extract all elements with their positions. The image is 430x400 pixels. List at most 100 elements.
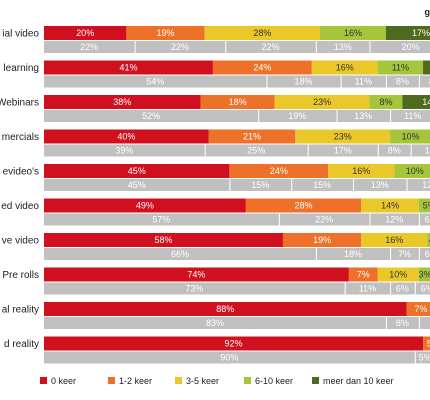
bar-segment [126,26,205,40]
segment-divider [390,248,392,260]
category-label: ial video [2,29,39,40]
segment-divider [258,110,260,122]
reference-bar-segment [369,41,430,53]
bar-segment [204,26,321,40]
segment-label: 28% [295,201,313,211]
reference-bar-segment [225,41,316,53]
legend-label: meer dan 10 keer [323,376,394,386]
bar-segment [427,233,430,247]
bar-segment [377,60,424,75]
segment-divider [418,248,420,260]
segment-divider [390,282,392,295]
segment-label: 7% [357,270,370,280]
legend-swatch [312,377,319,384]
reference-bar-segment [414,282,430,295]
segment-label: 14% [381,201,399,211]
reference-bar-segment [204,144,308,157]
legend-label: 0 keer [51,376,76,386]
reference-bar-segment [418,213,430,226]
segment-divider [385,75,387,88]
segment-label: 92% [225,339,243,349]
segment-divider [418,75,420,88]
segment-label: 16% [352,166,370,176]
segment-divider [134,41,136,53]
reference-segment-label: 57% [152,215,170,225]
reference-bar-segment [390,282,415,295]
reference-segment-label: 8% [396,77,409,87]
bar-segment [406,302,430,316]
segment-label: 20% [76,28,94,38]
segment-label: 38% [113,97,131,107]
bar-segment [44,95,201,109]
reference-bar-segment [336,110,391,122]
bar-segment [390,129,430,144]
segment-label: 11% [392,63,409,73]
reference-bar-segment [340,75,386,88]
reference-segment-label: 15% [251,180,269,190]
bar-segment [320,26,386,40]
legend-swatch [244,377,251,384]
segment-divider [353,179,354,191]
reference-segment-label: 22% [315,215,333,225]
category-label: Pre rolls [2,270,39,281]
reference-bar-segment [369,213,419,226]
segment-divider [336,110,338,122]
segment-divider [204,144,206,157]
reference-segment-label: 6% [396,284,409,294]
reference-segment-label: 8% [396,318,409,328]
segment-divider [340,75,342,88]
chart-row: evideo's45%45%24%15%16%15%10%13%5%12% [3,164,430,191]
segment-label: 5% [427,339,430,349]
bar-segment [44,198,246,213]
segment-divider [307,144,309,157]
reference-bar-segment [414,351,430,364]
reference-segment-label: 39% [115,146,133,156]
segment-label: 10% [402,132,420,142]
reference-segment-label: 13% [334,42,352,52]
reference-segment-label: 22% [262,42,280,52]
bar-segment [361,233,428,247]
legend-label: 3-5 keer [186,376,219,386]
bar-segment [361,198,419,213]
reference-segment-label: 11% [425,146,430,156]
chart-legend: 0 keer 1-2 keer 3-5 keer 6-10 keer meer dan … [40,376,394,386]
segment-divider [315,248,317,260]
legend-item: 3-5 keer [175,376,219,386]
bar-segment [44,336,424,351]
reference-bar-segment [406,179,430,191]
bar-segment [44,267,349,282]
segment-divider [418,317,420,329]
segment-divider [377,144,379,157]
segment-label: 7% [414,304,427,314]
segment-label: 14% [422,97,430,107]
reference-segment-label: 6% [425,215,430,225]
bar-segment [200,95,275,109]
legend-item: meer dan 10 keer [312,376,394,386]
reference-bar-segment [44,351,415,364]
category-label: al reality [2,305,39,316]
bar-segment [377,267,419,282]
reference-segment-label: 8% [429,77,430,87]
segment-label: 16% [336,63,354,73]
legend-swatch [40,377,47,384]
reference-segment-label: 8% [388,146,401,156]
reference-segment-label: 22% [171,42,189,52]
bar-segment [44,26,127,40]
bar-segment [295,129,391,144]
bar-segment [44,129,209,144]
reference-segment-label: 54% [146,77,164,87]
segment-label: 19% [157,28,175,38]
category-label: ed video [1,201,39,212]
bar-segment [328,164,395,178]
reference-segment-label: 90% [220,353,238,363]
reference-segment-label: 13% [371,180,389,190]
bar-segment [44,164,230,178]
category-label: learning [3,63,39,74]
chart-row: ial video 20% 22% 19% 22% 28% 22% 16% 13% 17% 20% [2,26,430,53]
segment-label: 74% [187,270,205,280]
segment-label: 24% [270,166,288,176]
